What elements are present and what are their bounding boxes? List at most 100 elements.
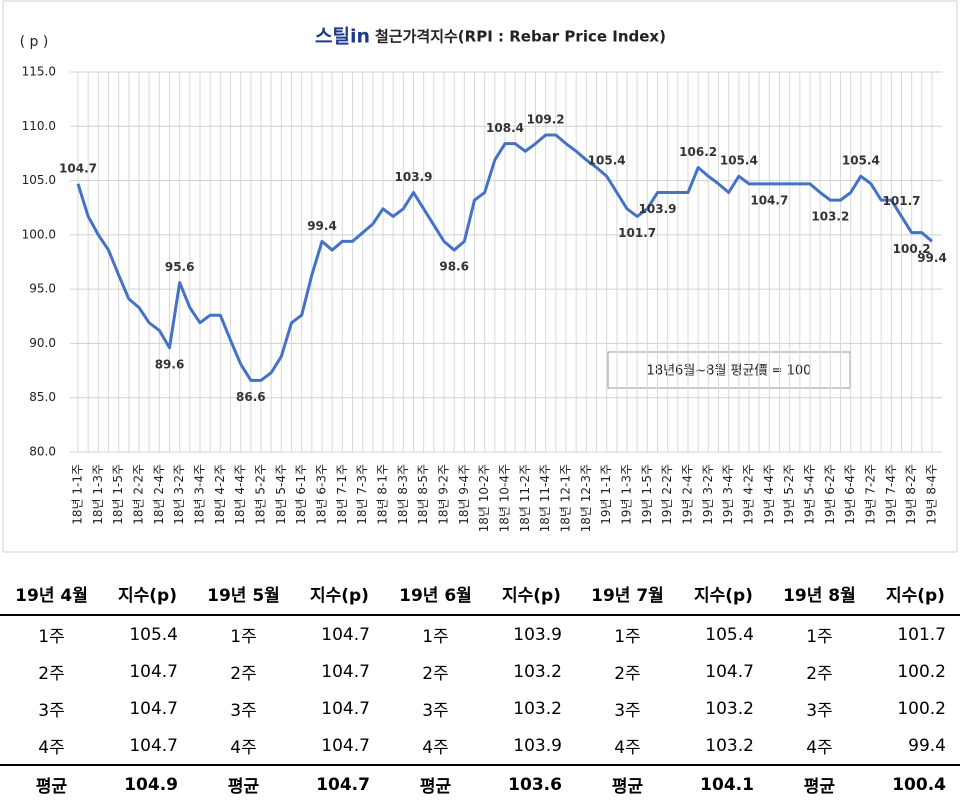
table-cell: 지수(p) — [103, 572, 192, 616]
y-tick-label: 115.0 — [22, 65, 56, 79]
x-tick-label: 18년 5-2주 — [254, 464, 268, 525]
table-cell: 2주 — [806, 664, 833, 684]
table-cell: 19년 5월 — [191, 572, 295, 616]
table-cell: 105.4 — [705, 624, 754, 645]
table-cell: 99.4 — [908, 735, 946, 756]
data-label: 105.4 — [842, 154, 880, 168]
x-tick-label: 18년 4-2주 — [213, 464, 227, 525]
table-cell: 19년 8월 — [767, 572, 871, 616]
x-tick-label: 18년 9-2주 — [437, 464, 451, 525]
table-cell: 104.7 — [129, 735, 178, 756]
y-tick-label: 100.0 — [22, 227, 56, 241]
logo: 스틸in — [315, 26, 370, 48]
table-cell: 3주 — [230, 701, 257, 721]
table-cell: 104.9 — [103, 764, 192, 803]
table-row: 4주 104.7 4주 104.7 4주 103.9 4주 103.2 4주 99.4 — [0, 727, 960, 765]
x-tick-label: 18년 11-2주 — [518, 464, 532, 532]
table-cell: 103.9 — [513, 735, 562, 756]
table-cell: 평균 — [0, 764, 103, 803]
x-tick-label: 18년 12-1주 — [559, 464, 573, 532]
data-label: 86.6 — [236, 390, 266, 404]
table-cell: 103.9 — [513, 624, 562, 645]
table-cell: 평균 — [191, 764, 295, 803]
data-label: 104.7 — [59, 161, 97, 175]
x-tick-label: 18년 6-3주 — [315, 464, 329, 525]
x-tick-label: 19년 8-4주 — [925, 464, 939, 525]
y-tick-label: 80.0 — [29, 445, 56, 459]
table-cell: 2주 — [422, 664, 449, 684]
table-row: 평균 104.9 평균 104.7 평균 103.6 평균 104.1 평균 100.4 — [0, 764, 960, 803]
table-cell: 104.7 — [294, 764, 384, 803]
x-tick-label: 19년 3-4주 — [721, 464, 735, 525]
y-tick-label: 105.0 — [22, 173, 56, 187]
data-label: 98.6 — [439, 260, 469, 274]
x-tick-label: 18년 8-3주 — [396, 464, 410, 525]
table-cell: 104.7 — [321, 661, 370, 682]
table-cell: 1주 — [422, 627, 449, 647]
table-cell: 평균 — [575, 764, 679, 803]
line-series — [76, 133, 933, 382]
x-tick-label: 18년 2-4주 — [152, 464, 166, 525]
data-label: 109.2 — [527, 112, 565, 126]
table-cell: 1주 — [806, 627, 833, 647]
table-cell: 104.7 — [705, 661, 754, 682]
table-row: 1주 105.4 1주 104.7 1주 103.9 1주 105.4 1주 101.7 — [0, 615, 960, 653]
table-cell: 2주 — [38, 664, 65, 684]
table-cell: 104.7 — [321, 698, 370, 719]
table-cell: 3주 — [614, 701, 641, 721]
data-label: 99.4 — [917, 251, 947, 265]
x-tick-label: 18년 2-2주 — [132, 464, 146, 525]
table-cell: 103.2 — [705, 735, 754, 756]
table-cell: 4주 — [422, 738, 449, 758]
table-cell: 104.1 — [678, 764, 768, 803]
x-tick-label: 19년 1-3주 — [620, 464, 634, 525]
table-cell: 평균 — [767, 764, 871, 803]
table-cell: 1주 — [38, 627, 65, 647]
table-cell: 4주 — [230, 738, 257, 758]
table-cell: 103.2 — [513, 661, 562, 682]
x-tick-label: 18년 6-1주 — [294, 464, 308, 525]
table-cell: 104.7 — [129, 661, 178, 682]
table-cell: 지수(p) — [294, 572, 384, 616]
data-label: 103.9 — [395, 170, 433, 184]
table-cell: 3주 — [806, 701, 833, 721]
x-tick-label: 18년 5-4주 — [274, 464, 288, 525]
x-tick-label: 19년 1-1주 — [599, 464, 613, 525]
table-cell: 4주 — [38, 738, 65, 758]
x-tick-label: 18년 1-1주 — [71, 464, 85, 525]
y-tick-label: 85.0 — [29, 390, 56, 404]
table-cell: 2주 — [230, 664, 257, 684]
x-tick-label: 19년 6-4주 — [843, 464, 857, 525]
table-cell: 105.4 — [129, 624, 178, 645]
table-cell: 100.4 — [870, 764, 960, 803]
table-cell: 100.2 — [897, 661, 946, 682]
x-tick-label: 19년 5-2주 — [782, 464, 796, 525]
table-cell: 19년 6월 — [383, 572, 487, 616]
x-tick-label: 18년 12-3주 — [579, 464, 593, 532]
data-label: 100.2 — [893, 242, 931, 256]
x-tick-label: 19년 2-2주 — [660, 464, 674, 525]
x-tick-label: 18년 8-5주 — [416, 464, 430, 525]
table-cell: 4주 — [614, 738, 641, 758]
x-tick-label: 18년 3-2주 — [172, 464, 186, 525]
x-tick-label: 19년 2-4주 — [681, 464, 695, 525]
table-cell: 지수(p) — [678, 572, 768, 616]
x-tick-label: 18년 1-5주 — [111, 464, 125, 525]
table-cell: 3주 — [422, 701, 449, 721]
chart: 스틸in 철근가격지수(RPI : Rebar Price Index) ( p… — [2, 0, 958, 553]
data-label: 105.4 — [720, 154, 758, 168]
table-cell: 1주 — [230, 627, 257, 647]
table-row: 19년 4월 지수(p) 19년 5월 지수(p) 19년 6월 지수(p) 19년 7월 지… — [0, 572, 960, 616]
data-label: 105.4 — [588, 154, 626, 168]
table: 19년 4월 지수(p) 19년 5월 지수(p) 19년 6월 지수(p) 19년 7월 지… — [0, 572, 960, 803]
x-tick-label: 19년 4-4주 — [762, 464, 776, 525]
x-tick-label: 18년 1-3주 — [91, 464, 105, 525]
data-label: 106.2 — [679, 145, 717, 159]
x-tick-label: 18년 11-4주 — [538, 464, 552, 532]
x-tick-label: 18년 7-1주 — [335, 464, 349, 525]
y-tick-label: 95.0 — [29, 282, 56, 296]
table-cell: 1주 — [614, 627, 641, 647]
data-label: 89.6 — [155, 357, 185, 371]
x-tick-label: 18년 8-1주 — [376, 464, 390, 525]
